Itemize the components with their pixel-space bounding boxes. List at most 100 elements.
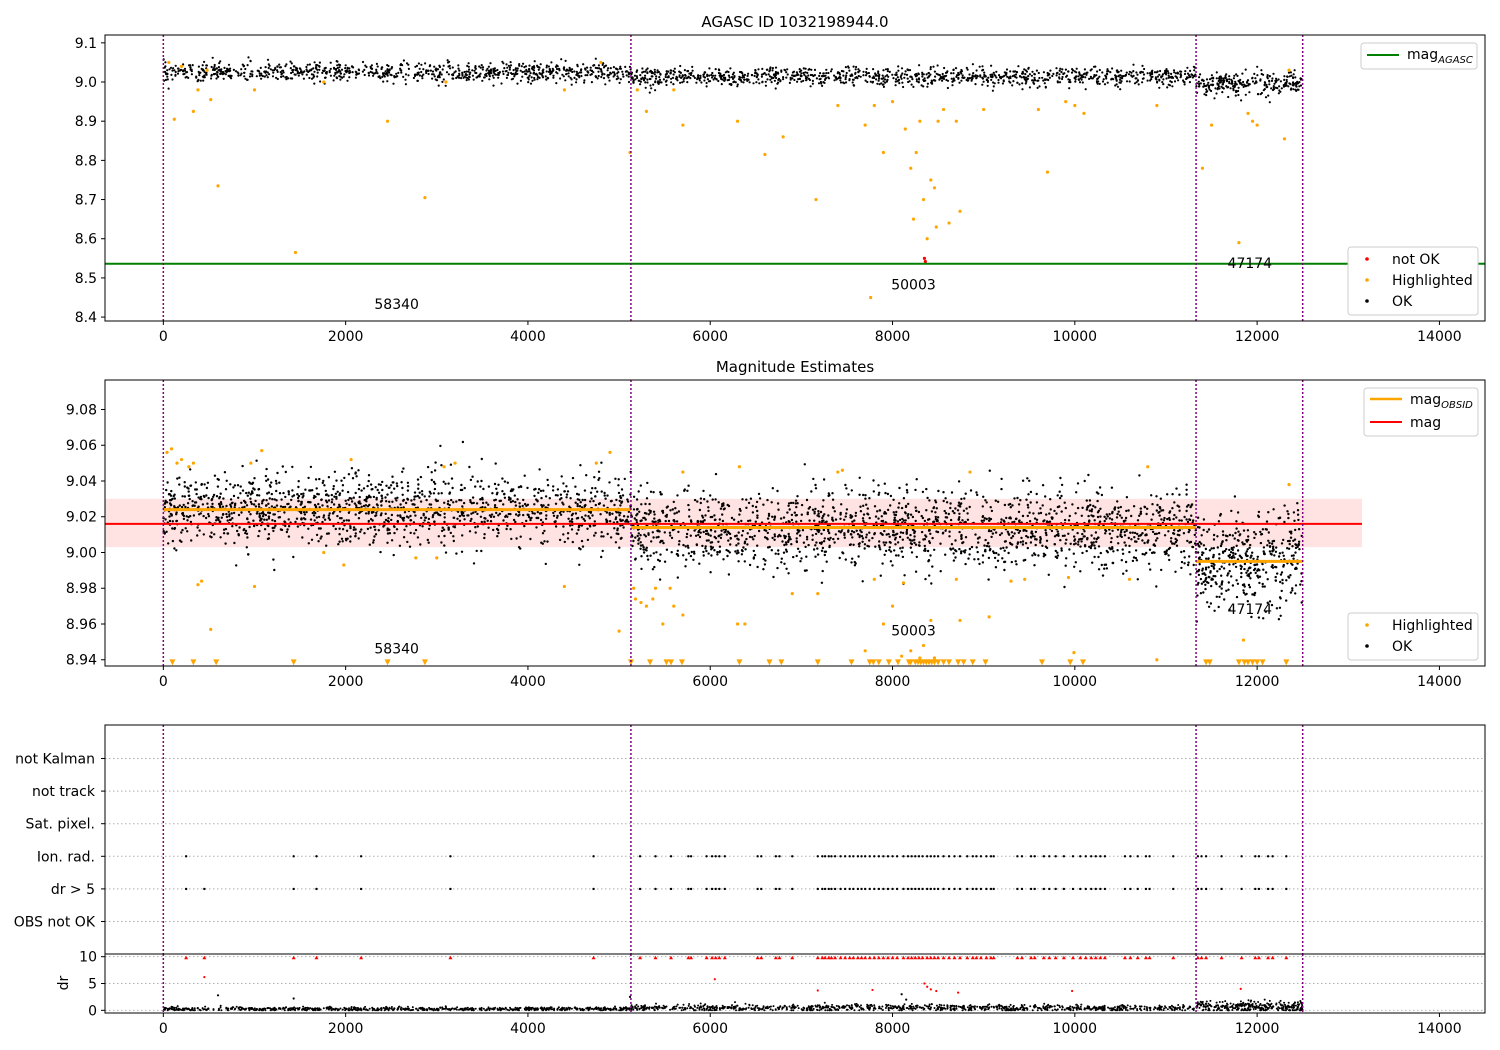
panel1-highlighted-point bbox=[914, 150, 918, 155]
panel1-ok-point bbox=[1167, 74, 1170, 77]
panel2-ok-point bbox=[1097, 568, 1101, 571]
panel1-ok-point bbox=[1215, 77, 1218, 80]
panel2-ok-point bbox=[533, 503, 536, 506]
panel1-ok-point bbox=[793, 78, 796, 82]
panel1-ok-point bbox=[986, 84, 989, 87]
panel1-ok-point bbox=[474, 67, 477, 70]
panel1-ok-point bbox=[874, 73, 877, 76]
panel1-ok-point bbox=[824, 77, 827, 80]
panel2-ok-point bbox=[617, 532, 620, 536]
panel2-ok-point bbox=[359, 530, 362, 533]
panel2-ok-point bbox=[807, 543, 810, 547]
panel2-ok-point bbox=[270, 505, 274, 508]
panel1-ok-point bbox=[1272, 85, 1275, 88]
panel2-ok-point bbox=[552, 485, 555, 488]
panel2-ok-point bbox=[1090, 510, 1093, 513]
panel1-ok-point bbox=[1158, 73, 1161, 76]
panel1-ok-point bbox=[258, 70, 261, 73]
panel2-ok-point bbox=[574, 485, 577, 488]
panel2-ok-point bbox=[589, 511, 592, 514]
panel2-ok-point bbox=[720, 529, 723, 532]
panel2-ok-point bbox=[326, 505, 329, 508]
panel1-ok-point bbox=[753, 74, 756, 77]
panel2-ok-point bbox=[257, 505, 261, 508]
panel2-ok-point bbox=[816, 514, 819, 517]
panel1-ok-point bbox=[315, 63, 318, 67]
panel2-ok-point bbox=[325, 493, 328, 496]
panel2-ok-point bbox=[606, 532, 609, 536]
panel2-ok-point bbox=[340, 479, 343, 482]
panel2-ok-point bbox=[1116, 528, 1120, 531]
panel1-ok-point bbox=[550, 71, 553, 74]
panel2-ok-point bbox=[784, 548, 788, 551]
panel1-ok-point bbox=[1270, 79, 1274, 82]
panel1-ok-point bbox=[1159, 69, 1162, 73]
panel2-ok-point bbox=[987, 519, 991, 522]
panel1-ok-point bbox=[932, 65, 935, 68]
panel2-ok-point bbox=[987, 529, 991, 533]
panel1-ok-point bbox=[882, 69, 885, 72]
panel2-ok-point bbox=[317, 540, 320, 543]
panel2-ok-point bbox=[219, 501, 223, 504]
panel2-ok-point bbox=[820, 581, 824, 584]
panel2-ok-point bbox=[487, 503, 490, 506]
panel2-ok-point bbox=[515, 537, 518, 540]
panel2-ok-point bbox=[699, 520, 702, 523]
panel2-ok-point bbox=[618, 499, 621, 503]
panel2-ok-point bbox=[254, 499, 257, 503]
panel2-ok-point bbox=[698, 535, 702, 539]
panel1-ok-point bbox=[1018, 75, 1022, 78]
panel1-ok-point bbox=[344, 67, 347, 70]
panel2-ok-point bbox=[265, 467, 268, 471]
panel2-ok-point bbox=[1033, 535, 1036, 538]
panel2-ok-point bbox=[430, 478, 433, 482]
panel1-ok-point bbox=[1299, 84, 1303, 87]
panel1-ok-point bbox=[301, 73, 304, 76]
panel2-ok-point bbox=[608, 513, 611, 516]
panel1-ok-point bbox=[525, 73, 528, 76]
panel2-ok-point bbox=[658, 559, 661, 563]
panel1-ok-point bbox=[575, 78, 578, 81]
panel2-ok-point bbox=[274, 479, 278, 483]
panel1-ok-point bbox=[481, 66, 485, 69]
panel2-ok-point bbox=[1143, 553, 1146, 556]
panel1-ok-point bbox=[279, 66, 282, 69]
panel2-ok-point bbox=[211, 502, 214, 506]
panel2-ok-point bbox=[232, 494, 236, 498]
panel2-ok-point bbox=[758, 497, 762, 500]
panel1-ok-point bbox=[1065, 75, 1068, 78]
panel1-ok-point bbox=[981, 69, 984, 72]
panel1-ok-point bbox=[859, 75, 862, 78]
panel1-ok-point bbox=[169, 66, 173, 69]
panel1-ok-point bbox=[550, 61, 553, 64]
panel1-highlighted-point bbox=[293, 250, 298, 255]
panel2-ok-point bbox=[509, 512, 512, 516]
panel1-ok-point bbox=[804, 67, 807, 70]
panel2-ok-point bbox=[277, 516, 280, 519]
panel1-ok-point bbox=[950, 77, 953, 80]
panel2-ok-point bbox=[619, 504, 622, 507]
panel2-ok-point bbox=[969, 489, 973, 492]
panel1-ok-point bbox=[213, 63, 216, 67]
panel1-ok-point bbox=[250, 70, 253, 73]
panel2-ok-point bbox=[366, 484, 369, 488]
panel1-ok-point bbox=[674, 77, 678, 80]
panel2-ok-point bbox=[707, 509, 710, 513]
panel1-highlighted-point bbox=[954, 119, 958, 123]
panel1-ok-point bbox=[1220, 85, 1223, 88]
panel2-ok-point bbox=[387, 520, 390, 523]
panel1-ok-point bbox=[1251, 77, 1254, 80]
panel2-ok-point bbox=[317, 527, 321, 530]
panel2-ok-point bbox=[1120, 516, 1124, 519]
panel1-ok-point bbox=[1265, 83, 1268, 86]
panel1-ok-point bbox=[533, 76, 536, 80]
panel1-ok-point bbox=[1176, 76, 1179, 80]
panel2-ok-point bbox=[290, 498, 293, 502]
panel2-ok-point bbox=[351, 477, 355, 480]
panel1-ok-point bbox=[215, 77, 218, 80]
panel1-ok-point bbox=[775, 76, 778, 80]
panel2-ok-point bbox=[1056, 494, 1059, 497]
panel1-ok-point bbox=[589, 73, 592, 76]
panel1-ok-point bbox=[911, 78, 914, 81]
panel1-highlighted-point bbox=[179, 64, 184, 68]
